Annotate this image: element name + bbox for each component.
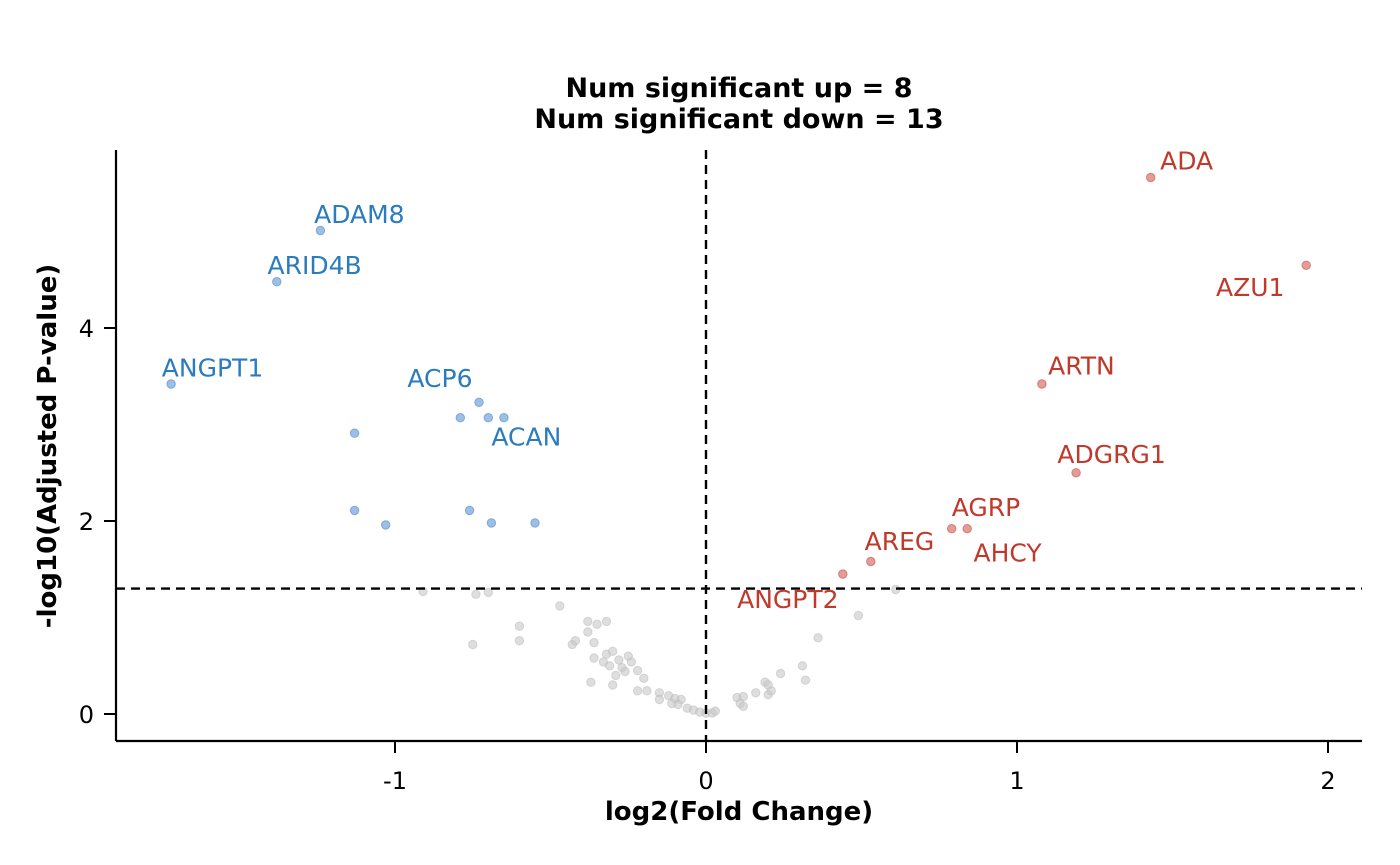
ns-point-33: [654, 694, 665, 705]
ns-point-30: [642, 686, 652, 696]
ns-point-47: [738, 701, 748, 711]
ns-point-43: [667, 698, 677, 709]
ns-point-7: [583, 616, 593, 627]
down-point-10: [464, 505, 475, 516]
down-point-8: [349, 505, 360, 516]
ns-point-16: [614, 655, 624, 665]
down-point-acp6: [474, 397, 484, 407]
gene-labels: ANGPT1 ARID4B ADAM8 ACP6 ACAN ADA AZU1 ARTN ADGR…: [162, 147, 1285, 614]
gene-label-acan: ACAN: [491, 423, 561, 452]
down-point-5: [455, 413, 465, 423]
gene-label-areg: AREG: [865, 527, 935, 556]
up-point-angpt2: [838, 569, 848, 579]
x-tick-label: 0: [698, 767, 713, 795]
ns-point-6: [468, 639, 478, 650]
ns-point-57: [853, 610, 864, 621]
ns-point-24: [632, 665, 643, 676]
ns-point-2: [483, 587, 493, 598]
ns-point-8: [592, 619, 602, 629]
ns-point-53: [775, 668, 786, 679]
gene-label-angpt1: ANGPT1: [162, 353, 263, 382]
ns-point-55: [800, 675, 811, 685]
x-axis-label: log2(Fold Change): [605, 797, 873, 827]
ns-point-42: [710, 706, 720, 716]
ns-point-9: [601, 616, 612, 627]
ns-point-27: [586, 677, 596, 687]
ns-point-13: [589, 637, 599, 648]
x-axis-ticks: -1 0 1 2: [383, 741, 1336, 795]
y-axis-label: -log10(Adjusted P-value): [33, 264, 63, 628]
gene-label-azu1: AZU1: [1216, 273, 1284, 302]
gene-label-adgrg1: ADGRG1: [1057, 440, 1165, 469]
chart-title-line-1: Num significant up = 8: [565, 73, 912, 104]
up-point-azu1: [1301, 260, 1311, 270]
ns-point-28: [608, 680, 618, 690]
ns-point-4: [514, 621, 525, 631]
ns-point-29: [632, 686, 643, 696]
down-point-arid4b: [272, 277, 282, 287]
down-point-adam8: [315, 225, 326, 236]
y-axis-ticks: 0 2 4: [79, 315, 116, 729]
down-point-6: [483, 413, 493, 423]
up-point-ada: [1146, 172, 1156, 183]
ns-point-18: [626, 657, 637, 667]
y-tick-label: 2: [79, 508, 94, 536]
ns-point-5: [514, 636, 525, 646]
up-point-agrp: [947, 524, 957, 534]
ns-point-21: [604, 661, 615, 671]
gene-label-arid4b: ARID4B: [268, 251, 362, 280]
gene-label-angpt2: ANGPT2: [737, 585, 838, 614]
ns-point-15: [608, 646, 618, 656]
ns-point-19: [589, 653, 599, 663]
y-tick-label: 0: [79, 701, 94, 729]
x-tick-label: -1: [383, 767, 407, 795]
down-point-angpt1: [166, 379, 176, 389]
gene-label-ahcy: AHCY: [974, 539, 1043, 568]
ns-point-26: [611, 670, 621, 681]
ns-point-48: [751, 688, 761, 698]
gene-label-artn: ARTN: [1048, 351, 1115, 380]
ns-point-54: [797, 661, 808, 671]
ns-point-12: [570, 636, 581, 646]
chart-title-line-2: Num significant down = 13: [534, 104, 943, 135]
x-tick-label: 2: [1320, 767, 1335, 795]
gene-label-agrp: AGRP: [952, 493, 1020, 522]
up-point-areg: [866, 556, 876, 567]
ns-point-23: [620, 666, 630, 677]
down-point-11: [486, 518, 497, 528]
significant-points: [166, 172, 1311, 579]
down-point-12: [530, 518, 540, 528]
up-point-adgrg1: [1071, 468, 1081, 478]
gene-label-acp6: ACP6: [407, 364, 472, 393]
down-point-7: [349, 428, 360, 438]
ns-point-25: [639, 673, 649, 683]
ns-point-3: [555, 601, 565, 611]
threshold-lines: [116, 150, 1362, 741]
up-point-artn: [1037, 379, 1047, 389]
down-point-9: [381, 520, 391, 530]
y-tick-label: 4: [79, 315, 94, 343]
gene-label-adam8: ADAM8: [314, 200, 405, 229]
ns-point-52: [766, 686, 776, 696]
ns-point-1: [471, 589, 481, 599]
non-significant-points: [418, 584, 901, 718]
ns-point-56: [813, 633, 823, 643]
gene-label-ada: ADA: [1160, 147, 1213, 176]
up-point-ahcy: [962, 524, 972, 534]
x-tick-label: 1: [1009, 767, 1024, 795]
down-point-acan: [499, 413, 509, 423]
ns-point-10: [583, 627, 593, 637]
